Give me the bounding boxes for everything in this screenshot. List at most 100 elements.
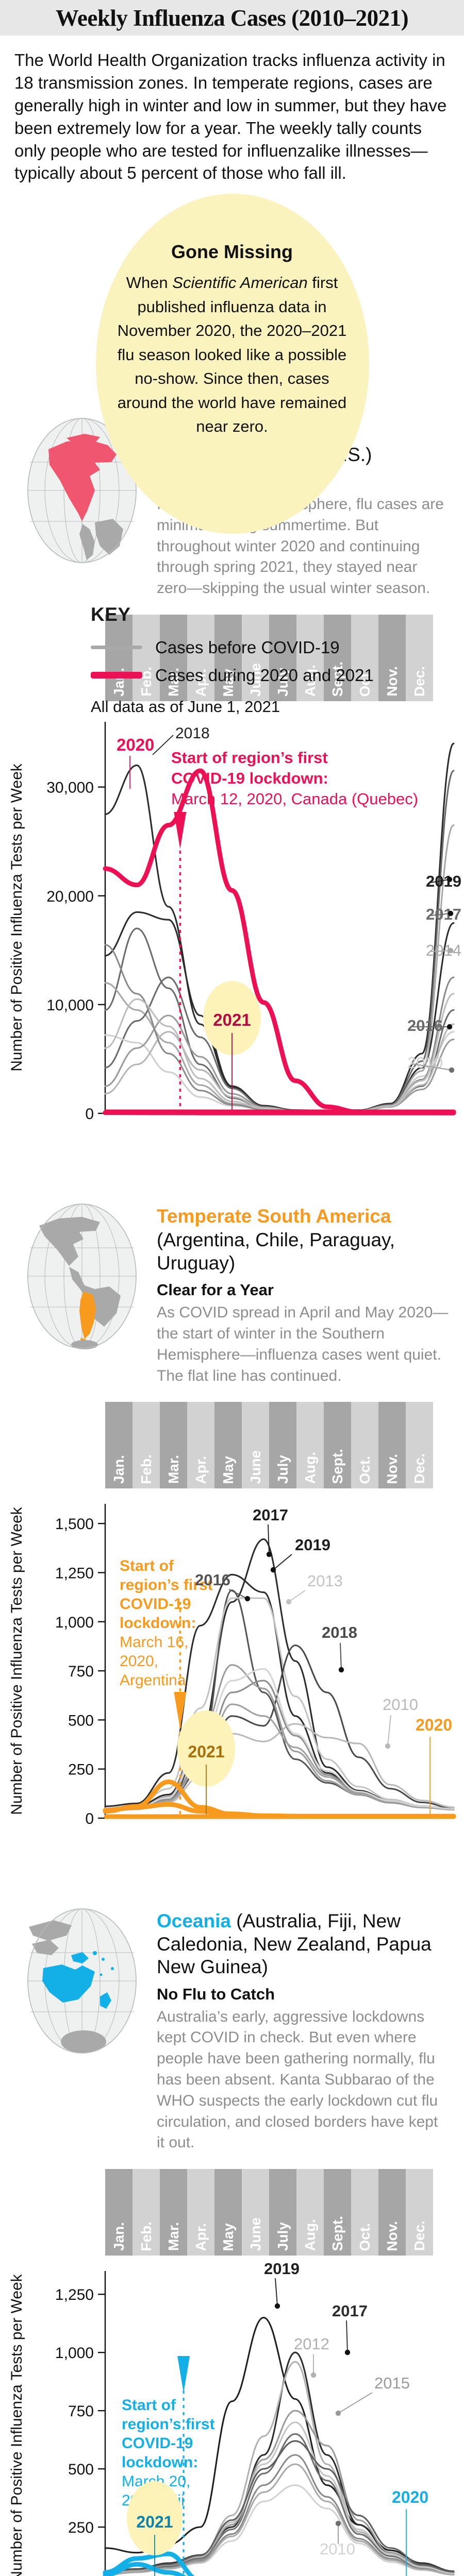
y-tick-label: 250 [68,1761,94,1778]
legend-key: KEY Cases before COVID-19 Cases during 2… [0,439,464,716]
series-leader-2019 [273,1554,292,1571]
region-title-oceania: Oceania (Australia, Fiji, New Caledonia,… [157,1910,450,1978]
lockdown-annotation-line: Start of [122,2397,176,2414]
chart-north-america: 0 10,000 20,000 30,000 Number of Positive In… [0,701,464,1144]
month-sept: Sept. [324,1402,351,1489]
y-axis-title: Number of Positive Influenza Tests per W… [8,763,25,1072]
y-tick-label: 0 [85,1106,94,1123]
callout-body-pre: When [126,274,173,292]
series-label-dot-2016 [244,1596,251,1602]
callout-body-rest: first published influenza data in Novemb… [117,274,347,436]
globe-icon [27,1204,137,1350]
y-axis-title: Number of Positive Influenza Tests per W… [8,2274,25,2576]
intro-paragraph: The World Health Organization tracks inf… [14,50,447,183]
lockdown-arrow-icon [174,812,187,850]
lockdown-arrow-icon [174,1692,187,1730]
series-label-2010: 2010 [383,1696,418,1714]
globe-temperate-south-america [18,1199,152,1353]
region-countries-temperate-south-america: (Argentina, Chile, Paraguay, Uruguay) [157,1229,395,1274]
month-july: July [269,2169,296,2256]
series-leader-2019 [275,2278,278,2307]
region-title-temperate-south-america: Temperate South America [157,1205,450,1228]
series-label-dot-2017 [344,2349,351,2355]
region-block-oceania: Oceania (Australia, Fiji, New Caledonia,… [0,1880,464,2154]
region-countries-oceania: (Australia, Fiji, New Caledonia, New Zea… [157,1910,432,1978]
series-leader-2018 [340,1643,342,1670]
highlight-bubble-2021 [177,1710,235,1787]
lockdown-annotation-line: region’s first [122,2416,215,2433]
series-leader-2018 [152,735,174,755]
series-label-dot-2013 [286,1599,292,1605]
series-label-2016: 2016 [407,1016,443,1035]
series-leader-2010 [387,1715,391,1747]
legend-swatch-during-covid [91,672,142,679]
series-group-covid [103,768,456,1115]
globe-icon [27,418,137,563]
key-item-before-covid: Cases before COVID-19 [91,638,464,657]
series-label-dot-2018 [338,1667,344,1673]
y-axis-title: Number of Positive Influenza Tests per W… [8,1507,25,1816]
series-line-2019 [104,2316,455,2572]
month-strip-oceania: Jan. Feb. Mar. Apr. May June July Aug. S… [105,2169,433,2256]
series-group-historical [104,1538,455,1812]
lockdown-annotation-line: March 12, 2020, Canada (Quebec) [171,790,418,808]
month-apr: Apr. [187,1402,214,1489]
y-tick-label: 750 [68,2403,94,2420]
series-line-2014 [104,1664,455,1811]
region-body-temperate-south-america: As COVID spread in April and May 2020—th… [157,1304,449,1384]
series-label-2018: 2018 [322,1623,357,1641]
lockdown-annotation: Start of region’s first COVID-19 lockdown… [171,749,418,808]
y-tick-label: 1,250 [55,2286,94,2303]
series-label-dot-2019 [270,1567,276,1573]
series-group-covid [103,2551,195,2576]
series-label-2010: 2010 [320,2540,355,2558]
callout-oval-shape [96,194,369,534]
month-july: July [269,615,296,702]
series-leader-2019 [430,879,450,883]
y-tick-label: 1,000 [55,1614,94,1631]
legend-swatch-before-covid [91,646,142,650]
month-dec: Dec. [406,2169,433,2256]
series-label-dot-2016 [446,1024,453,1030]
series-label-2018: 2018 [175,725,210,742]
y-tick-label: 0 [85,1810,94,1827]
series-label-2020: 2020 [117,735,154,754]
series-label-2017: 2017 [332,2302,368,2320]
series-label-2021: 2021 [136,2513,173,2531]
y-tick-label: 30,000 [46,779,94,796]
series-label-dot-2019 [446,876,453,883]
lockdown-annotation-line: region’s first [120,1577,213,1594]
month-sept: Sept. [324,615,351,702]
series-line-2018 [104,2440,455,2573]
series-label-2015: 2015 [374,2374,410,2392]
series-leader-2017 [430,913,451,916]
series-line-2013 [104,1597,455,1810]
series-label-dot-2012 [310,2372,317,2378]
series-label-2021: 2021 [213,1010,251,1029]
series-leader-2010 [412,1063,452,1071]
month-oct: Oct. [351,2169,378,2256]
lockdown-annotation-line: Start of region’s first [171,749,328,767]
series-line-2018 [104,764,455,1112]
series-leader-2014 [430,950,451,952]
lockdown-annotation-line: March 16, [120,1634,188,1651]
series-label-dot-2017 [448,910,454,917]
series-label-2014: 2014 [426,941,461,959]
month-mar: Mar. [160,2169,187,2256]
month-nov: Nov. [378,2169,406,2256]
month-aug: Aug. [296,615,324,702]
series-label-2012: 2012 [294,2335,329,2353]
series-line-2014 [104,2463,455,2575]
y-tick-label: 500 [68,2461,94,2478]
callout-magazine-name: Scientific American [172,274,308,292]
month-may: May [214,1402,242,1489]
key-data-date-note: All data as of June 1, 2021 [91,697,280,716]
key-label-before-covid: Cases before COVID-19 [155,637,340,657]
series-label-2017: 2017 [253,1506,288,1524]
highlight-bubble-2021 [127,2481,183,2556]
lockdown-annotation-line: COVID-19 [122,2435,193,2452]
series-line-2015 [104,1668,455,1811]
key-label-during-covid: Cases during 2020 and 2021 [155,665,374,685]
